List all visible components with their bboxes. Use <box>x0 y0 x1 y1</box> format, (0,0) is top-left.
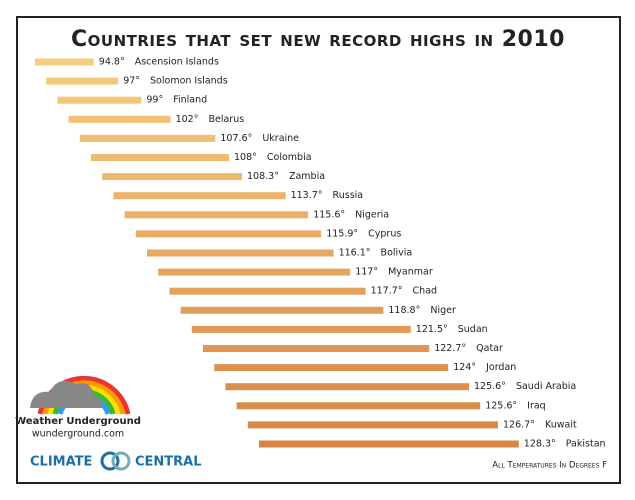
bar <box>236 402 481 410</box>
cc-logo: CLIMATE CENTRAL <box>30 451 202 471</box>
category-label: Qatar <box>476 343 503 354</box>
category-label: Russia <box>333 190 364 201</box>
category-label: Bolivia <box>381 248 413 259</box>
value-label: 94.8° <box>99 57 125 68</box>
bar <box>91 154 229 161</box>
bar <box>191 325 411 333</box>
value-label: 115.6° <box>313 209 345 220</box>
value-label: 125.6° <box>474 381 506 392</box>
category-label: Solomon Islands <box>150 76 228 87</box>
category-label: Myanmar <box>388 267 433 278</box>
value-label: 115.9° <box>326 228 358 239</box>
value-label: 99° <box>146 95 163 106</box>
value-label: 113.7° <box>291 190 323 201</box>
wu-url: wunderground.com <box>32 429 124 440</box>
value-label: 118.8° <box>388 305 420 316</box>
value-label: 125.6° <box>485 400 517 411</box>
bar <box>124 211 309 219</box>
category-label: Finland <box>173 95 207 106</box>
wu-logo: Weather Underground wunderground.com <box>15 375 141 440</box>
value-label: 128.3° <box>524 439 556 450</box>
category-label: Iraq <box>527 400 546 411</box>
value-label: 121.5° <box>416 324 448 335</box>
value-label: 122.7° <box>434 343 466 354</box>
value-label: 117.7° <box>371 286 403 297</box>
wu-name: Weather Underground <box>15 416 141 427</box>
bar <box>214 364 449 372</box>
bar <box>180 306 384 314</box>
bar <box>46 77 119 85</box>
category-label: Kuwait <box>545 419 577 430</box>
bar <box>158 268 351 276</box>
category-label: Nigeria <box>355 209 389 220</box>
bar <box>113 192 286 200</box>
category-label: Zambia <box>289 171 325 182</box>
bar <box>203 345 430 352</box>
bar <box>225 383 469 391</box>
bar <box>57 96 142 104</box>
category-label: Colombia <box>267 152 312 163</box>
value-label: 116.1° <box>339 248 371 259</box>
bar <box>247 421 498 429</box>
value-label: 126.7° <box>503 419 535 430</box>
value-label: 108.3° <box>247 171 279 182</box>
category-label: Pakistan <box>566 439 606 450</box>
category-label: Belarus <box>208 114 244 125</box>
value-label: 108° <box>234 152 257 163</box>
bar <box>147 249 334 257</box>
bar <box>135 230 322 238</box>
bar <box>102 173 242 181</box>
footnote: All Temperatures In Degrees F <box>492 461 607 471</box>
cc-climate: CLIMATE <box>30 455 92 470</box>
category-label: Chad <box>413 286 438 297</box>
bar <box>259 440 519 448</box>
bar <box>169 287 366 295</box>
value-label: 124° <box>453 362 476 373</box>
category-label: Saudi Arabia <box>516 381 576 392</box>
bar <box>79 134 216 142</box>
category-label: Ascension Islands <box>135 57 219 68</box>
value-label: 97° <box>123 76 140 87</box>
category-label: Ukraine <box>262 133 299 144</box>
value-label: 117° <box>355 267 378 278</box>
bar <box>68 115 171 123</box>
category-label: Jordan <box>485 362 516 373</box>
category-label: Cyprus <box>368 228 401 239</box>
category-label: Niger <box>430 305 456 316</box>
frame <box>16 16 621 484</box>
value-label: 102° <box>176 114 199 125</box>
chart-title: Countries that set new record highs in 2… <box>71 27 565 52</box>
category-label: Sudan <box>458 324 488 335</box>
bar <box>35 58 94 66</box>
value-label: 107.6° <box>220 133 252 144</box>
cc-central: CENTRAL <box>135 455 202 470</box>
